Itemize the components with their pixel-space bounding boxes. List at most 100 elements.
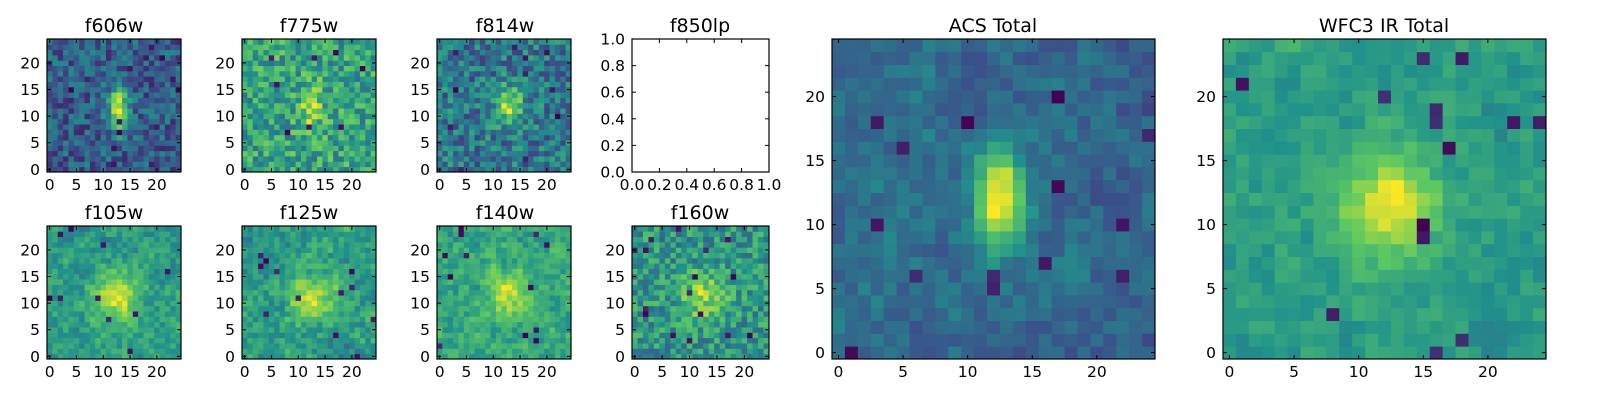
heatmap-cell	[333, 97, 339, 104]
heatmap-cell	[57, 108, 64, 114]
heatmap-cell	[632, 343, 638, 349]
heatmap-cell	[469, 295, 475, 301]
heatmap-cell	[485, 316, 491, 323]
heatmap-cell	[84, 44, 91, 51]
heatmap-cell	[79, 97, 85, 104]
heatmap-cell	[752, 289, 759, 296]
heatmap-cell	[501, 289, 508, 296]
heatmap-cell	[327, 273, 334, 280]
heatmap-cell	[148, 236, 155, 243]
heatmap-cell	[533, 140, 540, 146]
heatmap-cell	[89, 86, 96, 93]
heatmap-cell	[84, 337, 91, 344]
heatmap-cell	[999, 115, 1014, 129]
heatmap-cell	[453, 166, 459, 173]
heatmap-cell	[637, 316, 644, 323]
heatmap-cell	[974, 128, 988, 142]
heatmap-cell	[306, 226, 313, 232]
heatmap-cell	[343, 226, 350, 232]
heatmap-cell	[506, 129, 513, 136]
heatmap-cell	[263, 289, 270, 296]
heatmap-cell	[1025, 179, 1040, 193]
heatmap-cell	[365, 156, 372, 162]
heatmap-cell	[127, 252, 134, 259]
heatmap-cell	[458, 118, 465, 125]
heatmap-cell	[442, 348, 449, 355]
heatmap-cell	[95, 252, 101, 259]
heatmap-cell	[268, 124, 275, 130]
heatmap-cell	[528, 124, 534, 130]
heatmap-cell	[306, 86, 313, 93]
heatmap-cell	[311, 60, 318, 66]
heatmap-cell	[247, 321, 254, 328]
heatmap-cell	[517, 134, 524, 141]
heatmap-cell	[725, 343, 732, 349]
heatmap-cell	[148, 332, 155, 339]
heatmap-cell	[327, 76, 334, 82]
heatmap-cell	[1116, 205, 1130, 219]
heatmap-cell	[322, 268, 329, 275]
heatmap-cell	[670, 321, 677, 328]
heatmap-cell	[544, 241, 550, 248]
heatmap-cell	[469, 129, 475, 136]
heatmap-cell	[987, 307, 1001, 321]
heatmap-cell	[105, 76, 112, 82]
heatmap-cell	[73, 236, 80, 243]
heatmap-cell	[469, 156, 475, 162]
heatmap-cell	[522, 70, 529, 77]
heatmap-cell	[458, 289, 465, 296]
heatmap-cell	[327, 97, 334, 104]
heatmap-cell	[148, 257, 155, 264]
heatmap-cell	[68, 39, 75, 45]
heatmap-cell	[987, 282, 1001, 296]
heatmap-cell	[343, 92, 350, 98]
heatmap-cell	[73, 311, 80, 317]
heatmap-cell	[522, 81, 529, 88]
heatmap-cell	[474, 295, 481, 301]
heatmap-cell	[263, 124, 270, 130]
heatmap-cell	[681, 289, 688, 296]
heatmap-cell	[554, 348, 561, 355]
heatmap-cell	[664, 295, 671, 301]
heatmap-cell	[495, 226, 502, 232]
heatmap-cell	[306, 231, 313, 238]
heatmap-cell	[79, 81, 85, 88]
heatmap-cell	[453, 273, 459, 280]
heatmap-cell	[987, 154, 1001, 168]
heatmap-cell	[349, 300, 355, 307]
heatmap-cell	[349, 321, 355, 328]
heatmap-cell	[89, 156, 96, 162]
heatmap-cell	[279, 252, 286, 259]
heatmap-cell	[116, 70, 123, 77]
heatmap-cell	[343, 289, 350, 296]
heatmap-cell	[148, 145, 155, 152]
heatmap-cell	[349, 140, 355, 146]
heatmap-cell	[1025, 167, 1040, 181]
heatmap-cell	[686, 311, 693, 317]
heatmap-cell	[105, 145, 112, 152]
heatmap-cell	[333, 348, 339, 355]
heatmap-cell	[485, 124, 491, 130]
heatmap-cell	[300, 145, 307, 152]
heatmap-cell	[349, 134, 355, 141]
heatmap-cell	[517, 92, 524, 98]
heatmap-cell	[252, 268, 259, 275]
heatmap-cell	[544, 268, 550, 275]
heatmap-cell	[554, 353, 561, 360]
heatmap-cell	[1038, 346, 1053, 360]
heatmap-cell	[1038, 77, 1053, 91]
heatmap-cell	[175, 316, 182, 323]
heatmap-cell	[549, 321, 556, 328]
heatmap-cell	[538, 300, 545, 307]
heatmap-cell	[1077, 256, 1091, 270]
heatmap-cell	[506, 263, 513, 269]
heatmap-cell	[857, 295, 872, 309]
heatmap-cell	[359, 86, 366, 93]
heatmap-cell	[63, 279, 69, 285]
heatmap-cell	[111, 102, 118, 109]
heatmap-cell	[127, 284, 134, 291]
heatmap-cell	[474, 257, 481, 264]
heatmap-cell	[501, 161, 508, 168]
heatmap-cell	[528, 348, 534, 355]
heatmap-cell	[143, 263, 150, 269]
